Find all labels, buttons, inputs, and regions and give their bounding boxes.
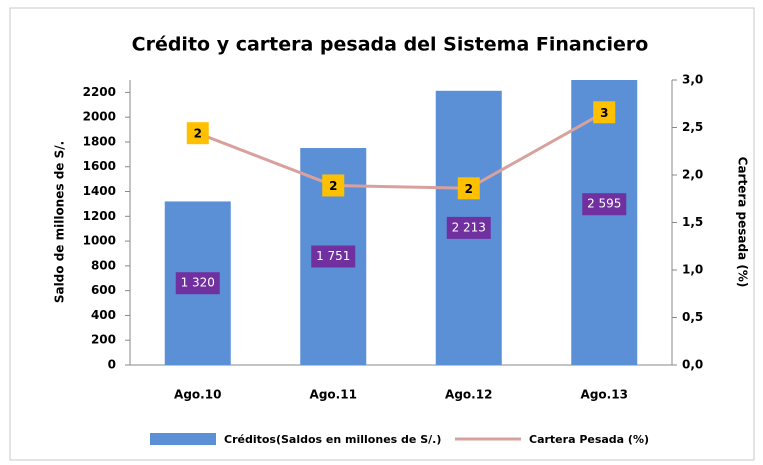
y-tick-label: 200 [91,333,116,347]
y2-tick-label: 2,0 [682,168,703,182]
y2-tick-label: 3,0 [682,73,703,87]
bar-label: 1 751 [316,249,350,263]
x-tick-label: Ago.11 [310,388,357,402]
chart-title: Crédito y cartera pesada del Sistema Fin… [132,34,649,56]
y-tick-label: 600 [91,283,116,297]
y-tick-label: 2000 [83,110,116,124]
point-label: 2 [194,127,202,141]
x-tick-label: Ago.10 [174,388,221,402]
point-label-box [186,122,209,145]
y2-tick-label: 1,0 [682,263,703,277]
chart-frame [9,7,755,461]
y-tick-label: 1800 [83,134,116,148]
x-tick-label: Ago.13 [581,388,628,402]
y-tick-label: 1600 [83,159,116,173]
point-label-box [457,177,480,200]
y-tick-label: 1200 [83,209,116,223]
y2-tick-label: 0,0 [682,358,703,372]
legend-label: Cartera Pesada (%) [529,433,649,446]
point-label-box [322,174,345,197]
y-tick-label: 1400 [83,184,116,198]
y2-tick-label: 0,5 [682,310,703,324]
x-tick-label: Ago.12 [445,388,492,402]
bar-label-box [311,245,356,268]
y-tick-label: 400 [91,308,116,322]
point-label: 2 [329,179,337,193]
point-label: 2 [465,182,473,196]
y-tick-label: 800 [91,258,116,272]
bar-label-box [175,272,220,295]
y-axis-title: Saldo de millones de S/. [53,141,67,303]
point-label-box [593,101,616,124]
y-tick-label: 1000 [83,234,116,248]
line [197,110,605,190]
bar-label: 2 213 [452,220,486,234]
y-tick-label: 2200 [83,85,116,99]
legend-swatch [150,433,216,445]
point-label: 3 [600,106,608,120]
y2-tick-label: 2,5 [682,120,703,134]
bar-label: 2 595 [587,197,621,211]
y2-tick-label: 1,5 [682,215,703,229]
bar-label: 1 320 [181,276,215,290]
legend-label: Créditos(Saldos en millones de S/.) [224,433,441,446]
bar-label-box [446,216,491,239]
y2-axis-title: Cartera pesada (%) [736,157,750,288]
y-tick-label: 0 [108,358,116,372]
bar [571,80,638,365]
bar-label-box [582,193,627,216]
